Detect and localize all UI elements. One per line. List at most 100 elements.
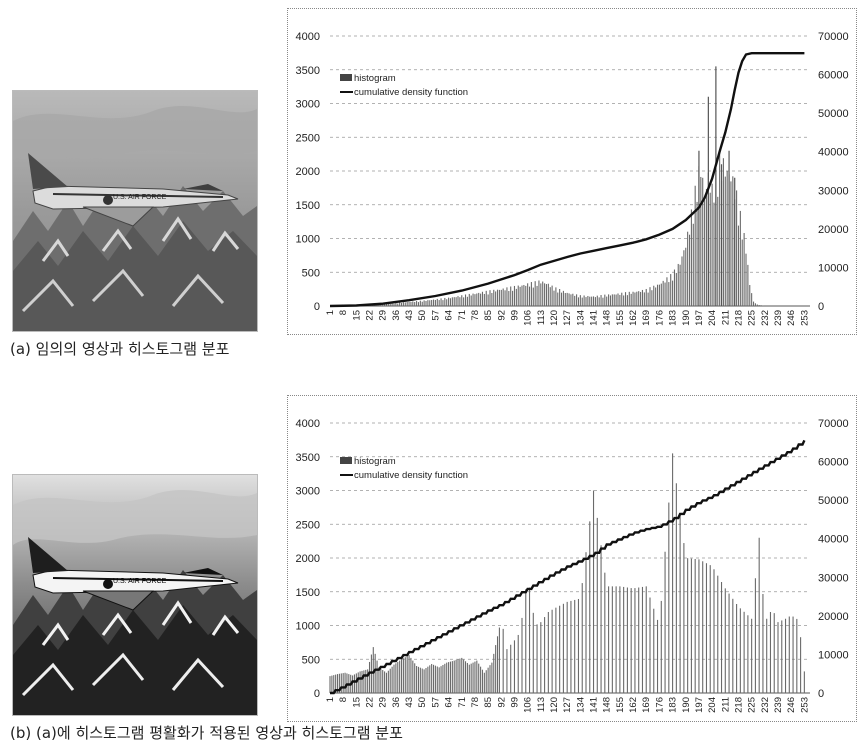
- histogram-bar: [758, 305, 760, 306]
- x-tick-label: 253: [799, 697, 810, 713]
- legend-label-histogram: histogram: [354, 456, 396, 467]
- histogram-bar: [672, 280, 674, 306]
- histogram-bar: [722, 158, 724, 306]
- histogram-bar: [555, 287, 557, 306]
- histogram-bar: [513, 640, 516, 693]
- histogram-bar: [608, 586, 610, 693]
- histogram-bar: [476, 293, 478, 306]
- histogram-bar: [496, 636, 499, 693]
- x-tick-label: 29: [378, 697, 389, 708]
- histogram-bar: [487, 294, 489, 306]
- histogram-bar: [626, 295, 628, 306]
- histogram-bar: [532, 287, 534, 306]
- histogram-bar: [502, 628, 504, 693]
- jet-silhouette: U.S. AIR FORCE: [28, 153, 239, 227]
- histogram-bar: [468, 664, 470, 693]
- histogram-bar: [365, 669, 367, 693]
- y-right-tick-label: 30000: [818, 185, 849, 197]
- histogram-bar: [387, 670, 389, 693]
- x-tick-label: 218: [733, 310, 744, 326]
- histogram-bar: [781, 620, 783, 693]
- histogram-bar: [747, 615, 749, 693]
- x-tick-label: 43: [404, 310, 415, 321]
- histogram-bar: [455, 297, 457, 306]
- histogram-bar: [361, 670, 363, 693]
- histogram-bar: [510, 644, 512, 693]
- histogram-bar: [455, 659, 457, 693]
- histogram-chart-a: 0 500 1000 1500 2000 2500 3000 3500 4000 0 10000 20…: [287, 8, 857, 335]
- histogram-bar: [698, 559, 700, 693]
- histogram-bar: [423, 669, 425, 693]
- x-tick-label: 141: [589, 697, 600, 713]
- histogram-bar: [784, 618, 787, 693]
- histogram-bar: [692, 223, 694, 306]
- histogram-bar: [653, 285, 655, 306]
- histogram-bar: [796, 618, 798, 693]
- histogram-bar: [389, 668, 391, 693]
- histogram-bar: [655, 287, 657, 306]
- histogram-bar: [329, 676, 331, 693]
- histogram-bar: [683, 543, 685, 693]
- histogram-bar: [800, 637, 802, 693]
- histogram-bar: [668, 282, 670, 306]
- histogram-bar: [749, 285, 751, 306]
- histogram-bar: [470, 663, 472, 693]
- histogram-bar: [619, 586, 621, 693]
- histogram-bar: [412, 301, 414, 306]
- histogram-bar: [681, 256, 683, 306]
- histogram-bar: [444, 663, 446, 693]
- histogram-bar: [391, 303, 393, 306]
- histogram-bar: [579, 295, 581, 306]
- histogram-bar: [544, 283, 546, 306]
- histogram-bar: [368, 661, 371, 693]
- x-tick-label: 253: [799, 310, 810, 326]
- histogram-bar: [649, 597, 651, 693]
- histogram-bar: [645, 586, 647, 693]
- histogram-bar: [596, 517, 598, 693]
- histogram-bar: [485, 290, 487, 306]
- histogram-bar: [425, 668, 427, 693]
- histogram-bar: [504, 290, 506, 306]
- histogram-bar: [604, 572, 606, 693]
- histogram-bar: [636, 291, 638, 306]
- histogram-bar: [417, 302, 420, 306]
- histogram-bar: [461, 295, 463, 306]
- histogram-bar: [662, 280, 664, 306]
- histogram-bar: [393, 303, 395, 306]
- histogram-bar: [581, 583, 583, 693]
- histogram-bar: [606, 296, 608, 306]
- jet-text: U.S. AIR FORCE: [113, 194, 167, 201]
- x-tick-label: 8: [338, 697, 349, 702]
- y-left-tick-label: 2000: [296, 553, 320, 565]
- histogram-bar: [521, 617, 523, 693]
- x-tick-label: 113: [536, 697, 547, 712]
- histogram-bar: [700, 176, 702, 306]
- histogram-bar: [404, 302, 406, 306]
- histogram-bar: [589, 296, 591, 306]
- y-left-tick-label: 500: [302, 654, 320, 666]
- histogram-bar: [416, 666, 418, 693]
- x-tick-label: 197: [694, 697, 705, 713]
- histogram-bar: [425, 301, 427, 306]
- equalized-jet-photo: U.S. AIR FORCE: [12, 474, 258, 716]
- histogram-bar: [338, 673, 340, 693]
- histogram-bar: [380, 668, 382, 693]
- histogram-bar: [399, 660, 401, 693]
- histogram-bar: [717, 575, 719, 693]
- histogram-bar: [653, 608, 655, 693]
- legend: histogram cumulative density function: [340, 456, 468, 481]
- histogram-bar: [638, 587, 640, 693]
- histogram-bar: [624, 292, 627, 306]
- histogram-bar: [540, 622, 542, 693]
- histogram-bar: [530, 282, 532, 306]
- histogram-bar: [384, 304, 386, 306]
- histogram-bar: [474, 294, 476, 306]
- x-tick-label: 148: [602, 310, 613, 326]
- histogram-bar: [436, 666, 438, 693]
- histogram-bar: [399, 302, 401, 306]
- histogram-bar: [664, 551, 666, 693]
- histogram-bar: [468, 293, 470, 306]
- histogram-bar: [664, 282, 666, 306]
- histogram-bar: [741, 239, 743, 306]
- histogram-bar: [483, 293, 485, 306]
